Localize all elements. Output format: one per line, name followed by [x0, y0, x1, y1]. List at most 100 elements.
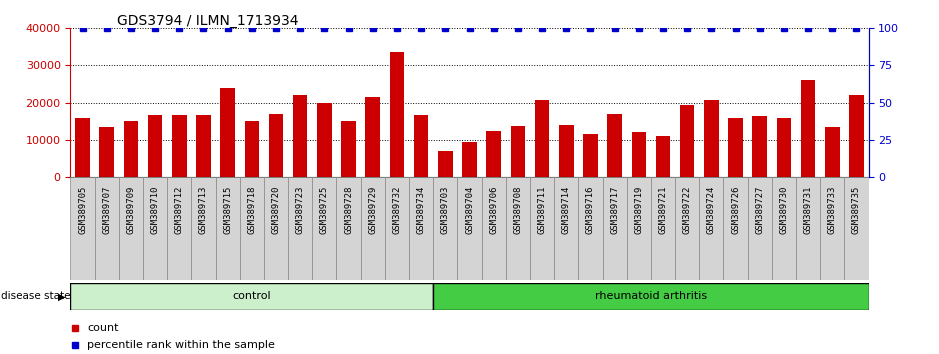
Text: GSM389707: GSM389707 [102, 185, 111, 234]
Text: GSM389724: GSM389724 [707, 185, 716, 234]
Bar [336, 177, 361, 280]
Bar [825, 127, 839, 177]
Bar [409, 177, 433, 280]
Bar [167, 177, 192, 280]
Text: GSM389711: GSM389711 [537, 185, 546, 234]
Text: GSM389710: GSM389710 [150, 185, 160, 234]
Bar [632, 132, 646, 177]
Text: percentile rank within the sample: percentile rank within the sample [87, 339, 275, 350]
Bar [313, 177, 336, 280]
Bar [269, 114, 284, 177]
Bar [414, 115, 428, 177]
Bar [172, 115, 187, 177]
Text: GSM389725: GSM389725 [320, 185, 329, 234]
Bar [752, 116, 767, 177]
Text: GSM389718: GSM389718 [247, 185, 256, 234]
Text: GSM389733: GSM389733 [828, 185, 837, 234]
Text: GSM389721: GSM389721 [658, 185, 668, 234]
Text: GSM389706: GSM389706 [489, 185, 499, 234]
Text: GSM389728: GSM389728 [344, 185, 353, 234]
Bar [608, 114, 622, 177]
Bar [95, 177, 119, 280]
Bar [221, 88, 235, 177]
Bar [729, 118, 743, 177]
Text: GSM389722: GSM389722 [683, 185, 692, 234]
Text: GSM389714: GSM389714 [562, 185, 571, 234]
Bar [317, 103, 331, 177]
Bar [651, 177, 675, 280]
Bar [559, 125, 574, 177]
Text: GSM389726: GSM389726 [731, 185, 740, 234]
Text: GSM389732: GSM389732 [393, 185, 402, 234]
Bar [390, 52, 404, 177]
Bar [675, 177, 700, 280]
Bar [457, 177, 482, 280]
Text: GSM389715: GSM389715 [223, 185, 232, 234]
Bar [341, 121, 356, 177]
Text: GDS3794 / ILMN_1713934: GDS3794 / ILMN_1713934 [117, 14, 299, 28]
Bar [361, 177, 385, 280]
Text: GSM389731: GSM389731 [804, 185, 812, 234]
Bar [680, 104, 695, 177]
Bar [583, 134, 598, 177]
Bar [655, 136, 670, 177]
Bar [462, 142, 477, 177]
Bar [70, 283, 433, 310]
Text: GSM389730: GSM389730 [779, 185, 789, 234]
Bar [293, 95, 307, 177]
Bar [820, 177, 844, 280]
Text: GSM389720: GSM389720 [271, 185, 281, 234]
Bar [844, 177, 869, 280]
Text: GSM389709: GSM389709 [127, 185, 135, 234]
Bar [482, 177, 506, 280]
Bar [244, 121, 259, 177]
Text: GSM389723: GSM389723 [296, 185, 304, 234]
Bar [486, 131, 500, 177]
Bar [603, 177, 626, 280]
Bar [100, 127, 114, 177]
Text: GSM389703: GSM389703 [440, 185, 450, 234]
Bar [704, 100, 718, 177]
Text: GSM389719: GSM389719 [635, 185, 643, 234]
Text: GSM389705: GSM389705 [78, 185, 87, 234]
Bar [777, 118, 792, 177]
Bar [433, 283, 869, 310]
Text: GSM389713: GSM389713 [199, 185, 208, 234]
Bar [119, 177, 143, 280]
Bar [723, 177, 747, 280]
Text: GSM389717: GSM389717 [610, 185, 619, 234]
Bar [385, 177, 409, 280]
Bar [70, 177, 95, 280]
Text: count: count [87, 322, 119, 333]
Bar [288, 177, 313, 280]
Bar [143, 177, 167, 280]
Text: disease state: disease state [1, 291, 70, 302]
Text: GSM389735: GSM389735 [852, 185, 861, 234]
Bar [849, 95, 864, 177]
Bar [216, 177, 239, 280]
Bar [535, 100, 549, 177]
Bar [554, 177, 578, 280]
Bar [626, 177, 651, 280]
Text: ▶: ▶ [58, 291, 66, 302]
Text: GSM389729: GSM389729 [368, 185, 377, 234]
Bar [511, 126, 525, 177]
Bar [506, 177, 530, 280]
Text: GSM389712: GSM389712 [175, 185, 184, 234]
Bar [147, 115, 162, 177]
Bar [772, 177, 796, 280]
Bar [433, 177, 457, 280]
Text: GSM389704: GSM389704 [465, 185, 474, 234]
Text: GSM389727: GSM389727 [755, 185, 764, 234]
Bar [75, 118, 90, 177]
Bar [801, 80, 815, 177]
Bar [796, 177, 820, 280]
Bar [239, 177, 264, 280]
Bar [747, 177, 772, 280]
Bar [530, 177, 554, 280]
Text: GSM389716: GSM389716 [586, 185, 595, 234]
Bar [124, 121, 138, 177]
Bar [578, 177, 603, 280]
Bar [264, 177, 288, 280]
Bar [365, 97, 380, 177]
